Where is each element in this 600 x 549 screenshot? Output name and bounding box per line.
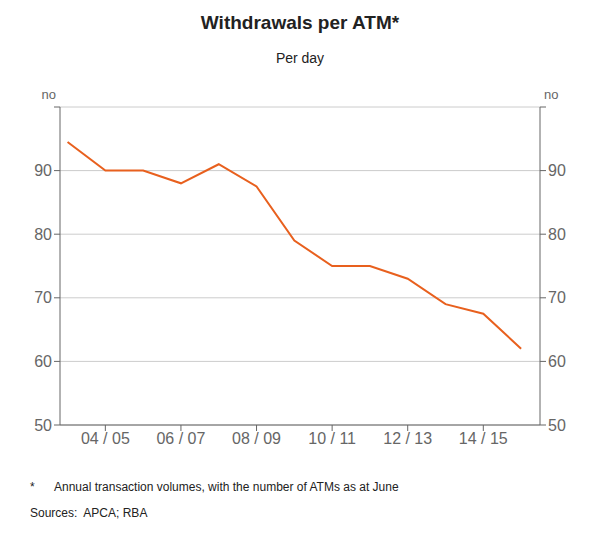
html-text:Withdrawals per ATM*: Withdrawals per ATM*	[200, 12, 400, 33]
html-text:no: no	[41, 87, 56, 102]
svg-text:90: 90	[34, 162, 52, 179]
svg-text:60: 60	[34, 353, 52, 370]
html-text:Sources: APCA; RBA: Sources: APCA; RBA	[30, 506, 148, 520]
svg-text:12 / 13: 12 / 13	[383, 430, 432, 447]
svg-text:80: 80	[548, 226, 566, 243]
svg-text:14 / 15: 14 / 15	[459, 430, 508, 447]
svg-text:90: 90	[548, 162, 566, 179]
svg-text:06 / 07: 06 / 07	[156, 430, 205, 447]
svg-text:08 / 09: 08 / 09	[232, 430, 281, 447]
svg-text:50: 50	[34, 417, 52, 434]
html-text:Per day: Per day	[275, 50, 325, 66]
svg-text:70: 70	[34, 289, 52, 306]
html-text:* Annual transaction volumes,: * Annual transaction volumes, with the n…	[30, 480, 399, 494]
svg-text:80: 80	[34, 226, 52, 243]
html-text:no: no	[544, 87, 559, 102]
svg-text:10 / 11: 10 / 11	[308, 430, 356, 447]
svg-text:04 / 05: 04 / 05	[81, 430, 130, 447]
svg-text:70: 70	[548, 289, 566, 306]
svg-text:50: 50	[548, 417, 566, 434]
svg-text:60: 60	[548, 353, 566, 370]
